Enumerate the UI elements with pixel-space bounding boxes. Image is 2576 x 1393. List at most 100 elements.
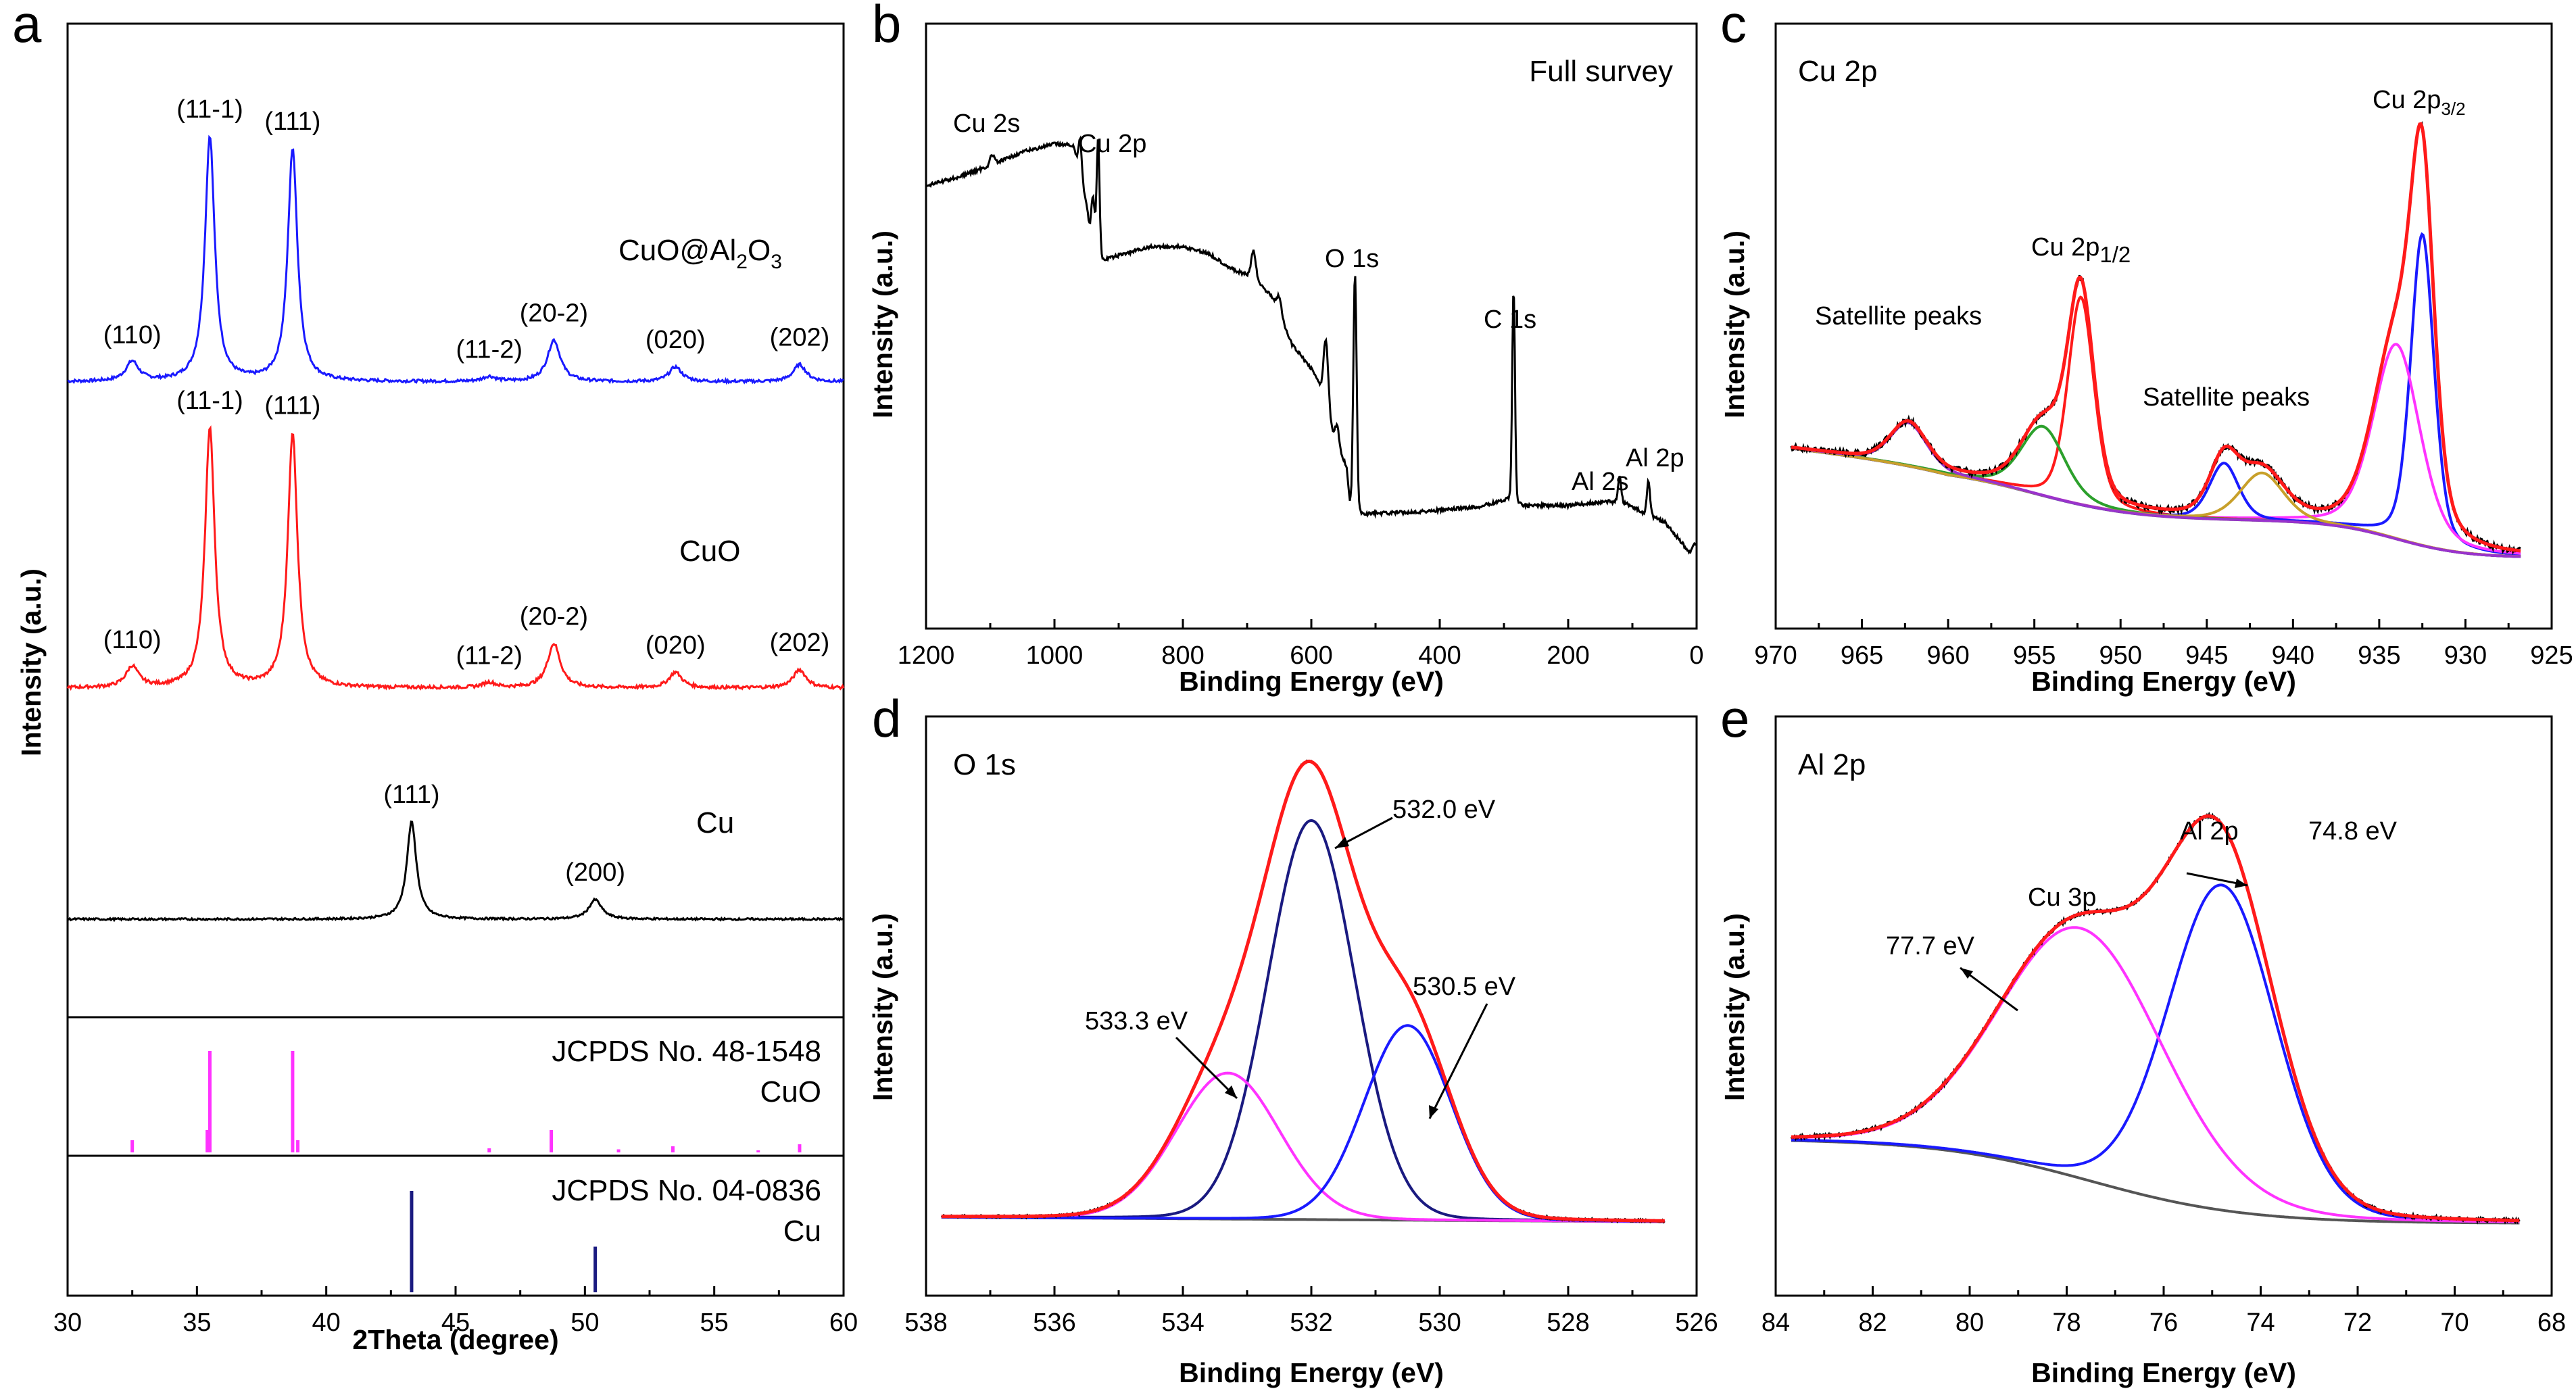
xrd-peak-label: (020): [646, 631, 706, 660]
panel-e-tick-label: 84: [1761, 1309, 1790, 1337]
arrow-533-3-head: [1225, 1085, 1237, 1098]
label-cu-2s: Cu 2s: [953, 109, 1020, 138]
series-label-cuo: CuO: [679, 535, 740, 568]
panel-b-letter: b: [872, 0, 901, 53]
panel-b-title: Full survey: [1529, 55, 1673, 88]
panel-a-ylabel: Intensity (a.u.): [16, 568, 47, 756]
label-satellite-peaks-2: Satellite peaks: [2143, 383, 2310, 412]
panel-a-tick-label: 35: [183, 1309, 211, 1337]
panel-d-fit-curves: [940, 759, 1666, 1224]
panel-d-letter: d: [872, 689, 901, 748]
arrow-77-7-head: [1960, 968, 1973, 979]
panel-c-ylabel: Intensity (a.u.): [1719, 230, 1750, 418]
fit-component-1: [1791, 343, 2521, 555]
panel-a-tick-label: 30: [53, 1309, 82, 1337]
panel-e-xlabel: Binding Energy (eV): [2031, 1357, 2296, 1388]
panel-e-tick-label: 80: [1955, 1309, 1984, 1337]
panel-c: c 970 965 960 955 950 945 940 935 930 925 Cu 2p S…: [1719, 0, 2573, 697]
panel-d: d 538 536 534 532 530 528 526 O 1s 532.0 eV 53…: [867, 689, 1718, 1388]
label-533-3-ev: 533.3 eV: [1085, 1007, 1188, 1035]
label-o-1s: O 1s: [1325, 245, 1379, 273]
ref1-name: JCPDS No. 48-1548: [552, 1035, 821, 1068]
panel-e-tick-label: 78: [2052, 1309, 2081, 1337]
panel-a-peak-labels: (110) (11-1) (111) (11-2) (20-2) (020) (202) (1…: [103, 95, 830, 887]
panel-a-x-ticks: 30 35 40 45 50 55 60: [53, 1286, 858, 1337]
xrd-peak-label: (202): [770, 324, 830, 352]
fit-component-1: [941, 1071, 1665, 1223]
label-77-7-ev: 77.7 eV: [1886, 932, 1975, 960]
panel-e-ylabel: Intensity (a.u.): [1719, 913, 1750, 1101]
xrd-peak-label: (11-1): [176, 95, 243, 124]
panel-e-tick-label: 74: [2246, 1309, 2275, 1337]
panel-a-xlabel: 2Theta (degree): [352, 1324, 558, 1355]
panel-d-tick-label: 536: [1033, 1309, 1075, 1337]
xrd-peak-label: (20-2): [520, 603, 588, 631]
panel-a-curves: [66, 135, 845, 923]
xps-survey-line: [925, 135, 1697, 555]
panel-c-tick-label: 950: [2099, 641, 2142, 670]
panel-c-x-ticks: 970 965 960 955 950 945 940 935 930 925: [1754, 619, 2573, 670]
label-532-0-ev: 532.0 eV: [1392, 796, 1496, 824]
fit-envelope-line: [1791, 814, 2520, 1223]
panel-b-frame: [925, 22, 1698, 630]
label-al-2s: Al 2s: [1572, 468, 1628, 496]
fit-component-2: [941, 1024, 1665, 1223]
panel-e-tick-label: 82: [1858, 1309, 1887, 1337]
panel-e-tick-label: 70: [2440, 1309, 2469, 1337]
xrd-peak-label: (20-2): [520, 299, 588, 327]
xrd-curve-2: [68, 820, 844, 923]
panel-b-tick-label: 600: [1290, 641, 1332, 670]
xrd-peak-label: (111): [264, 392, 320, 420]
panel-b-xlabel: Binding Energy (eV): [1179, 666, 1444, 697]
panel-c-xlabel: Binding Energy (eV): [2031, 666, 2296, 697]
label-cu-2p: Cu 2p: [1078, 130, 1146, 158]
panel-b-tick-label: 1000: [1026, 641, 1084, 670]
panel-c-tick-label: 960: [1926, 641, 1969, 670]
label-cu-2p-1-2: Cu 2p1/2: [2031, 233, 2131, 267]
panel-b-tick-label: 800: [1161, 641, 1204, 670]
label-cu-2p-3-2: Cu 2p3/2: [2373, 86, 2466, 119]
xrd-peak-label: (202): [770, 629, 830, 657]
series-label-cu: Cu: [696, 806, 734, 839]
panel-b-x-ticks: 1200 1000 800 600 400 200 0: [898, 619, 1704, 670]
label-cu-3p: Cu 3p: [2028, 883, 2096, 912]
panel-e-frame: [1774, 715, 2553, 1297]
panel-a-main-frame: [66, 22, 845, 1019]
panel-a-letter: a: [12, 0, 42, 53]
xrd-peak-label: (11-2): [456, 336, 523, 364]
panel-a-tick-label: 40: [312, 1309, 341, 1337]
panel-e-tick-label: 72: [2343, 1309, 2372, 1337]
panel-c-tick-label: 970: [1754, 641, 1797, 670]
label-al-2p: Al 2p: [1626, 444, 1684, 472]
arrow-74-8-head: [2235, 879, 2247, 888]
label-c-1s: C 1s: [1484, 306, 1536, 334]
panel-a-tick-label: 60: [829, 1309, 858, 1337]
panel-c-tick-label: 940: [2272, 641, 2314, 670]
panel-e-letter: e: [1720, 689, 1749, 748]
panel-b-survey-curve: [925, 135, 1697, 555]
panel-b: b 1200 1000 800 600 400 200 0 Full survey Cu 2…: [867, 0, 1704, 697]
raw-data-line: [1790, 811, 2521, 1225]
panel-d-tick-label: 534: [1161, 1309, 1204, 1337]
arrow-530-5: [1428, 1003, 1488, 1119]
panel-d-tick-label: 532: [1290, 1309, 1332, 1337]
panel-a-tick-label: 45: [441, 1309, 470, 1337]
panel-e-tick-label: 76: [2149, 1309, 2178, 1337]
ref1-material: CuO: [760, 1075, 821, 1108]
panel-e: e 84 82 80 78 76 74 72 70 68 Al 2p Al 2p 74.8 eV…: [1719, 689, 2566, 1388]
panel-e-title: Al 2p: [1798, 748, 1866, 781]
label-satellite-peaks-1: Satellite peaks: [1815, 302, 1982, 331]
series-label-cuo-al2o3: CuO@Al2O3: [618, 234, 782, 273]
panel-c-tick-label: 965: [1841, 641, 1883, 670]
panel-b-ylabel: Intensity (a.u.): [867, 230, 898, 418]
panel-d-title: O 1s: [953, 748, 1016, 781]
panel-c-tick-label: 935: [2358, 641, 2400, 670]
fit-envelope-line: [1791, 122, 2521, 553]
panel-c-letter: c: [1720, 0, 1747, 53]
xrd-curve-1: [66, 425, 845, 691]
ref2-name: JCPDS No. 04-0836: [552, 1174, 821, 1207]
arrow-533-3: [1175, 1036, 1238, 1100]
fit-component-1: [1791, 926, 2520, 1223]
panel-b-tick-label: 1200: [898, 641, 955, 670]
xrd-peak-label: (200): [565, 858, 625, 887]
